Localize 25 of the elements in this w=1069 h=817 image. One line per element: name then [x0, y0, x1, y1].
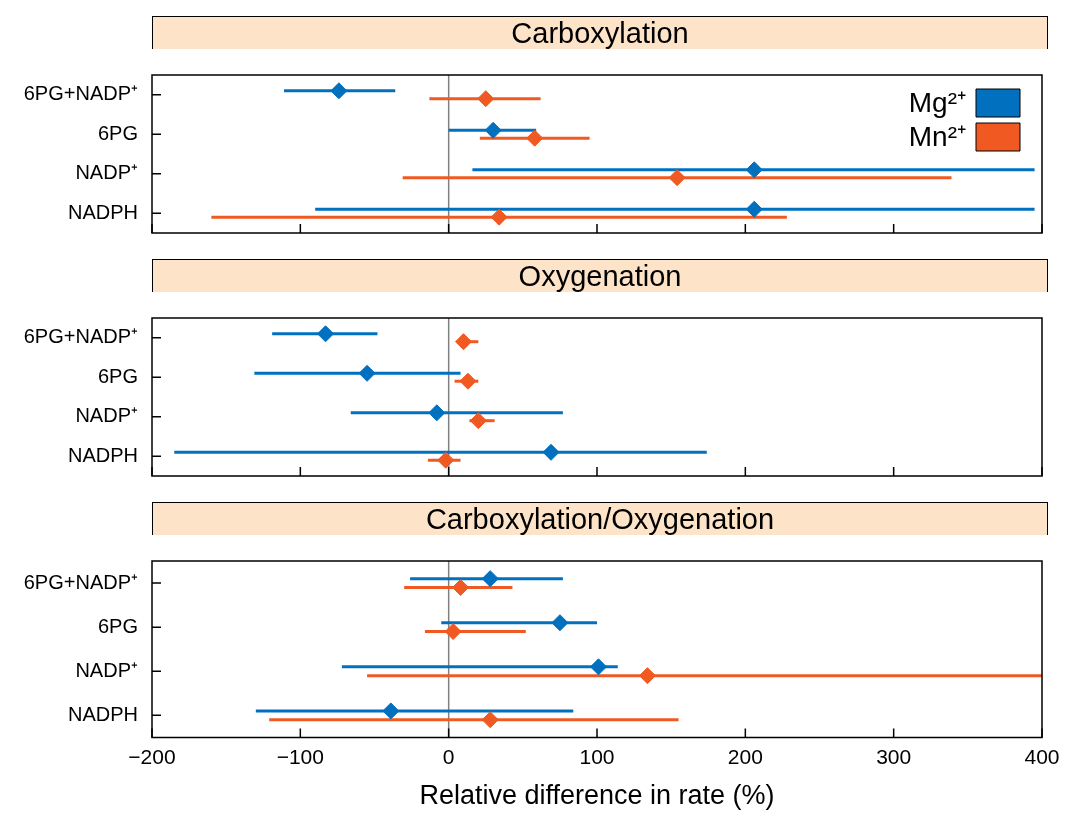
x-tick-label: 300 [876, 744, 912, 768]
y-tick-label: NADP⁺ [75, 658, 138, 681]
x-tick-label: 400 [1024, 744, 1060, 768]
x-tick-label: 100 [579, 744, 615, 768]
y-tick-label: 6PG+NADP⁺ [23, 82, 138, 105]
y-tick-label: 6PG [97, 121, 138, 144]
legend-label: Mn²⁺ [908, 120, 966, 152]
x-tick-label: 200 [727, 744, 763, 768]
y-tick-label: 6PG [97, 614, 138, 637]
y-tick-label: NADPH [67, 443, 138, 466]
y-tick-label: NADPH [67, 702, 138, 725]
y-tick-label: 6PG [97, 364, 138, 387]
legend-label: Mg²⁺ [908, 86, 966, 118]
y-tick-label: 6PG+NADP⁺ [23, 570, 138, 593]
x-tick-label: 0 [442, 744, 455, 768]
chart-title: Carboxylation/Oxygenation [152, 502, 1048, 535]
y-tick-label: NADP⁺ [75, 404, 138, 427]
x-axis-title: Relative difference in rate (%) [419, 780, 775, 811]
y-tick-label: NADPH [67, 200, 138, 223]
y-tick-label: NADP⁺ [75, 161, 138, 184]
chart-title: Carboxylation [152, 16, 1048, 49]
x-tick-label: −200 [128, 744, 176, 768]
x-tick-label: −100 [276, 744, 324, 768]
y-tick-label: 6PG+NADP⁺ [23, 325, 138, 348]
chart-title: Oxygenation [152, 259, 1048, 292]
